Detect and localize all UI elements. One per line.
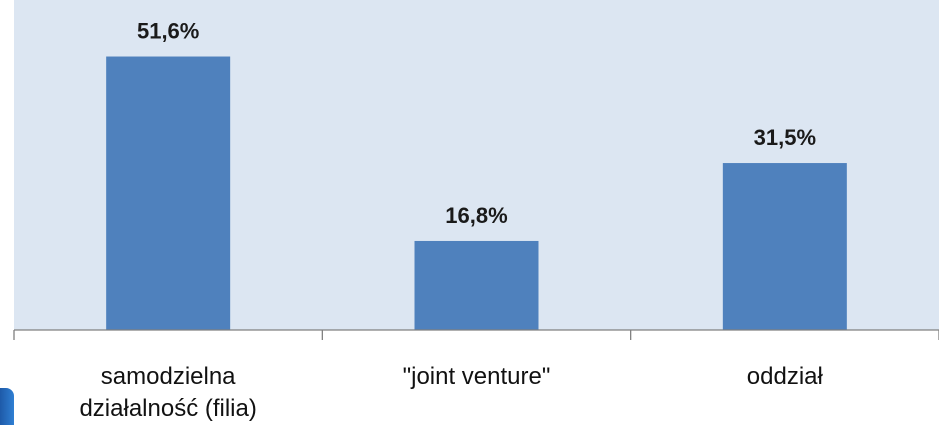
category-label: działalność (filia)	[79, 395, 256, 422]
data-label: 51,6%	[137, 19, 199, 44]
x-axis-ticks	[13, 330, 939, 340]
bar	[414, 240, 539, 330]
bar	[106, 56, 231, 331]
category-label: oddział	[747, 363, 824, 390]
data-label: 31,5%	[754, 125, 816, 150]
corner-decoration	[0, 388, 14, 425]
bar	[722, 163, 847, 330]
category-label: "joint venture"	[403, 363, 551, 390]
category-labels-group: samodzielna działalność (filia) "joint ven…	[79, 363, 823, 422]
data-label: 16,8%	[445, 203, 507, 228]
category-label: samodzielna	[101, 363, 236, 390]
bars-group	[106, 56, 847, 331]
data-labels-group: 51,6% 16,8% 31,5%	[137, 19, 816, 228]
